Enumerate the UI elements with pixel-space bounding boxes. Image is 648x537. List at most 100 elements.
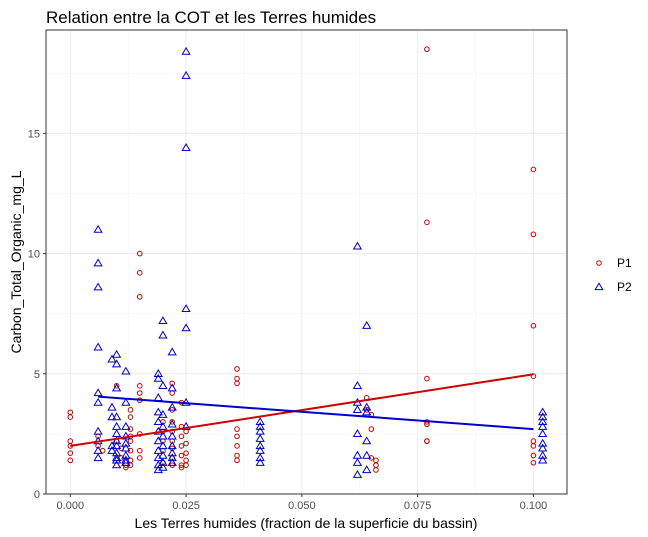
- data-point-p2: [121, 421, 131, 430]
- data-point-p2: [153, 369, 163, 377]
- data-point-p1: [136, 455, 143, 461]
- y-tick-label: 5: [34, 369, 40, 381]
- y-axis-title: Carbon_Total_Organic_mg_L: [8, 170, 24, 353]
- data-point-p2: [167, 431, 177, 440]
- data-point-p2: [538, 429, 548, 438]
- data-point-p1: [183, 440, 189, 447]
- data-point-p2: [352, 429, 363, 438]
- data-point-p2: [93, 282, 103, 291]
- data-point-p1: [424, 46, 430, 53]
- data-point-p1: [178, 433, 185, 440]
- data-point-p2: [121, 438, 131, 447]
- data-point-p2: [352, 457, 363, 466]
- data-point-p2: [538, 450, 548, 459]
- data-point-p2: [121, 366, 131, 375]
- data-point-p2: [352, 405, 363, 414]
- data-point-p1: [234, 433, 240, 440]
- data-point-p1: [234, 366, 240, 372]
- data-point-p2: [167, 419, 177, 428]
- data-point-p1: [530, 322, 537, 329]
- data-point-p1: [67, 457, 74, 464]
- data-point-p1: [234, 380, 240, 387]
- data-point-p2: [167, 453, 177, 462]
- data-point-p2: [362, 402, 372, 411]
- data-point-p2: [538, 417, 548, 426]
- y-tick-label: 0: [34, 489, 40, 501]
- data-point-p2: [362, 465, 372, 474]
- data-point-p1: [234, 457, 240, 464]
- data-point-p2: [538, 412, 548, 421]
- data-point-p2: [255, 457, 265, 466]
- data-point-p2: [255, 417, 265, 426]
- data-point-p1: [178, 464, 185, 471]
- data-point-p1: [178, 443, 185, 449]
- data-point-p2: [111, 383, 122, 392]
- data-point-p2: [181, 143, 191, 151]
- data-point-p2: [107, 354, 117, 363]
- data-point-p1: [424, 219, 430, 226]
- data-point-p1: [183, 462, 189, 468]
- data-point-p1: [530, 443, 537, 449]
- data-point-p2: [107, 445, 117, 454]
- data-point-p2: [362, 320, 372, 329]
- data-point-p2: [352, 469, 363, 478]
- trend-line-p2: [98, 395, 534, 431]
- data-point-p1: [424, 375, 430, 382]
- data-point-p1: [127, 438, 134, 444]
- data-point-p1: [136, 270, 143, 276]
- data-point-p1: [169, 380, 175, 387]
- data-point-p2: [158, 409, 168, 418]
- data-point-p2: [158, 381, 168, 389]
- data-point-p2: [158, 330, 168, 339]
- data-point-p2: [93, 224, 103, 233]
- data-point-p2: [158, 462, 168, 471]
- data-point-p2: [93, 426, 103, 435]
- plot-border: [45, 29, 568, 495]
- data-point-p2: [538, 407, 548, 416]
- data-point-p2: [121, 455, 131, 464]
- data-point-p2: [352, 241, 363, 250]
- data-point-p2: [167, 383, 177, 392]
- data-point-p2: [153, 426, 163, 435]
- data-point-p2: [111, 436, 122, 445]
- trend-line-p1: [70, 373, 534, 447]
- data-point-p2: [158, 431, 168, 440]
- data-point-p2: [158, 316, 168, 325]
- data-point-p1: [136, 250, 143, 257]
- data-point-p1: [424, 438, 430, 444]
- data-point-p1: [67, 450, 74, 456]
- data-point-p2: [93, 397, 103, 406]
- data-point-p2: [93, 258, 103, 267]
- data-point-p2: [153, 460, 163, 469]
- data-point-p2: [158, 421, 168, 430]
- data-point-p1: [530, 452, 537, 459]
- data-point-p1: [136, 447, 143, 454]
- data-point-p2: [538, 438, 548, 447]
- data-point-p1: [530, 231, 537, 238]
- data-point-p1: [530, 373, 537, 379]
- data-point-p1: [530, 166, 537, 173]
- data-point-p2: [352, 381, 363, 389]
- x-axis-title: Les Terres humides (fraction de la super…: [135, 515, 478, 531]
- data-point-p2: [362, 407, 372, 416]
- data-point-p2: [111, 460, 122, 469]
- axis-ticks: 0.000 0.025 0.050 0.075 0.100 0 5 10 15: [28, 128, 547, 512]
- x-tick-label: 0.000: [57, 500, 85, 512]
- data-point-p1: [368, 426, 375, 432]
- data-point-p2: [111, 412, 122, 421]
- data-point-p2: [167, 347, 177, 356]
- data-point-p2: [107, 402, 117, 411]
- chart-title: Relation entre la COT et les Terres humi…: [46, 8, 376, 27]
- x-tick-label: 0.075: [404, 500, 432, 512]
- data-point-p2: [158, 441, 168, 450]
- legend-label-p1: P1: [617, 256, 632, 270]
- legend-key-p1: [596, 260, 602, 266]
- data-point-p2: [255, 421, 265, 430]
- data-point-p2: [181, 421, 191, 430]
- data-point-p1: [530, 459, 537, 466]
- data-point-p2: [181, 70, 191, 79]
- data-point-p2: [167, 448, 177, 457]
- legend-label-p2: P2: [617, 280, 632, 294]
